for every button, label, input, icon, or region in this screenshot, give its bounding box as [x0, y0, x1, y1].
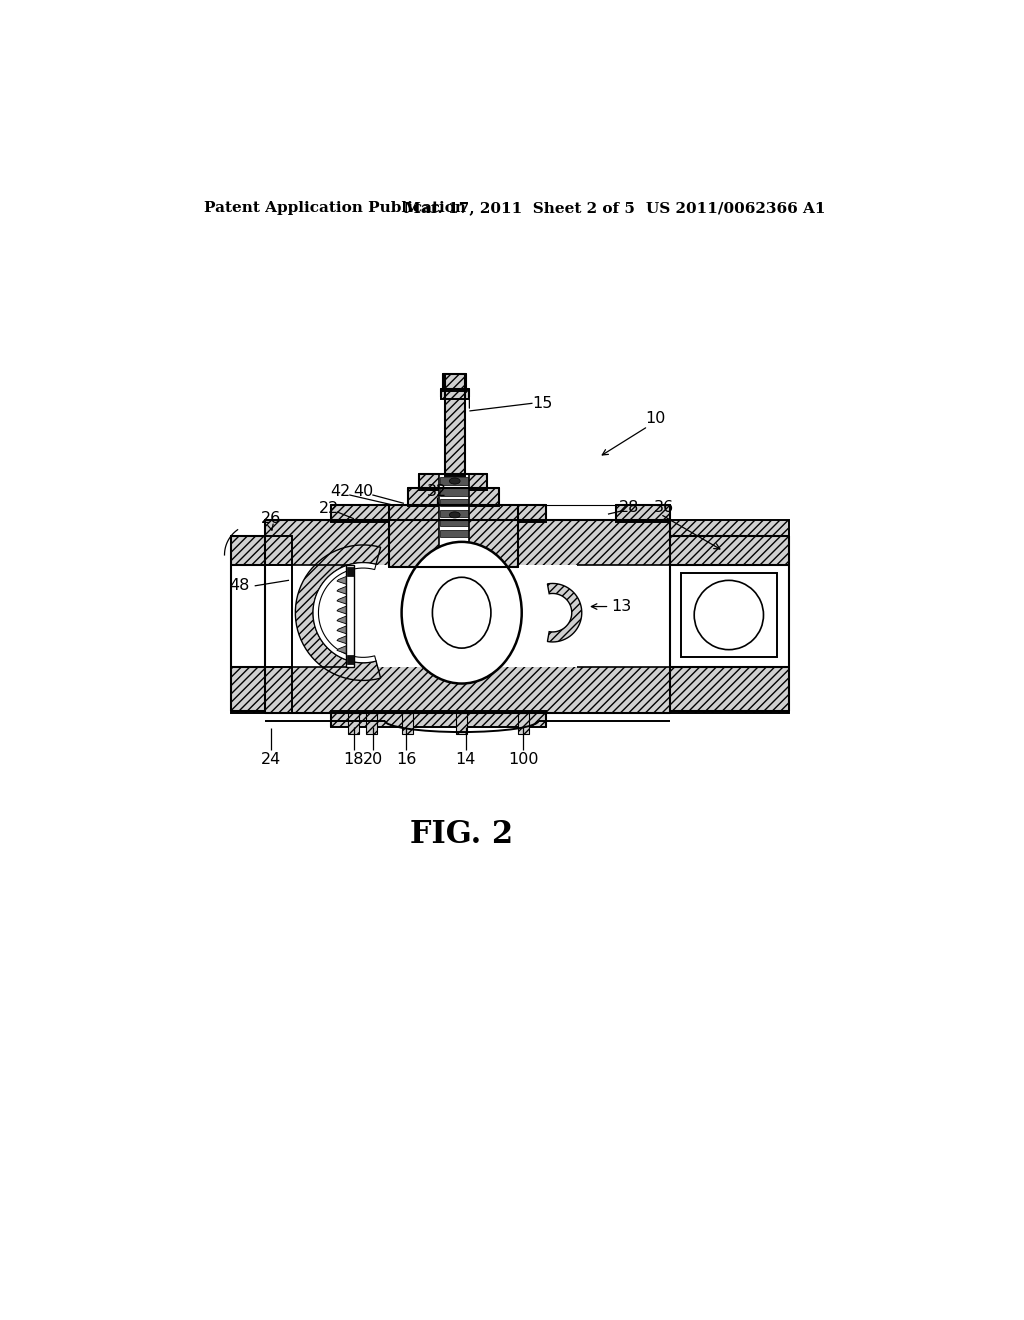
Text: 28: 28 — [620, 500, 640, 516]
Bar — [331, 711, 547, 726]
Ellipse shape — [432, 577, 490, 648]
Bar — [347, 655, 354, 664]
Bar — [408, 488, 499, 507]
Bar — [230, 565, 685, 667]
Text: 14: 14 — [456, 751, 476, 767]
Bar — [443, 374, 466, 391]
Bar — [346, 565, 354, 667]
Polygon shape — [337, 636, 346, 644]
Bar — [440, 529, 468, 537]
Text: 13: 13 — [611, 599, 631, 614]
Text: 10: 10 — [645, 411, 666, 426]
Bar — [230, 536, 292, 713]
Bar — [331, 506, 547, 521]
Bar — [440, 499, 468, 507]
Bar — [440, 519, 468, 527]
Polygon shape — [295, 545, 381, 680]
Bar — [265, 520, 670, 713]
Text: FIG. 2: FIG. 2 — [410, 818, 513, 850]
Text: US 2011/0062366 A1: US 2011/0062366 A1 — [646, 202, 826, 215]
Bar — [670, 565, 788, 667]
Bar — [457, 713, 467, 734]
Bar — [230, 565, 292, 667]
Bar — [615, 506, 670, 521]
Text: 18: 18 — [344, 751, 365, 767]
Text: 100: 100 — [508, 751, 539, 767]
Text: 20: 20 — [362, 751, 383, 767]
Ellipse shape — [450, 512, 460, 517]
Text: 40: 40 — [353, 483, 373, 499]
Polygon shape — [337, 597, 346, 605]
Polygon shape — [548, 583, 582, 642]
Bar — [681, 573, 777, 657]
Bar — [348, 713, 359, 734]
Text: 42: 42 — [330, 483, 350, 499]
Text: 48: 48 — [229, 578, 250, 593]
Text: 36: 36 — [653, 500, 674, 516]
Polygon shape — [337, 616, 346, 624]
Ellipse shape — [450, 478, 460, 484]
Bar — [440, 510, 468, 517]
Text: 26: 26 — [260, 511, 281, 527]
Bar — [444, 397, 465, 475]
Bar — [440, 488, 468, 496]
Polygon shape — [337, 606, 346, 614]
Polygon shape — [337, 626, 346, 634]
Bar — [518, 713, 528, 734]
Bar — [441, 389, 469, 400]
Bar — [419, 474, 487, 490]
Polygon shape — [337, 645, 346, 653]
Bar — [347, 566, 354, 576]
Text: 32: 32 — [427, 483, 447, 499]
Ellipse shape — [401, 541, 521, 684]
Polygon shape — [337, 577, 346, 585]
Bar — [388, 504, 518, 566]
Text: 24: 24 — [260, 751, 281, 767]
Text: 15: 15 — [532, 396, 553, 411]
Text: 22: 22 — [319, 502, 339, 516]
Bar — [367, 713, 377, 734]
Bar — [670, 520, 788, 713]
Bar — [438, 474, 469, 566]
Bar — [440, 478, 468, 484]
Text: Patent Application Publication: Patent Application Publication — [204, 202, 466, 215]
Polygon shape — [337, 586, 346, 594]
Polygon shape — [313, 562, 376, 663]
Bar — [402, 713, 413, 734]
Text: 16: 16 — [396, 751, 417, 767]
Text: Mar. 17, 2011  Sheet 2 of 5: Mar. 17, 2011 Sheet 2 of 5 — [403, 202, 635, 215]
